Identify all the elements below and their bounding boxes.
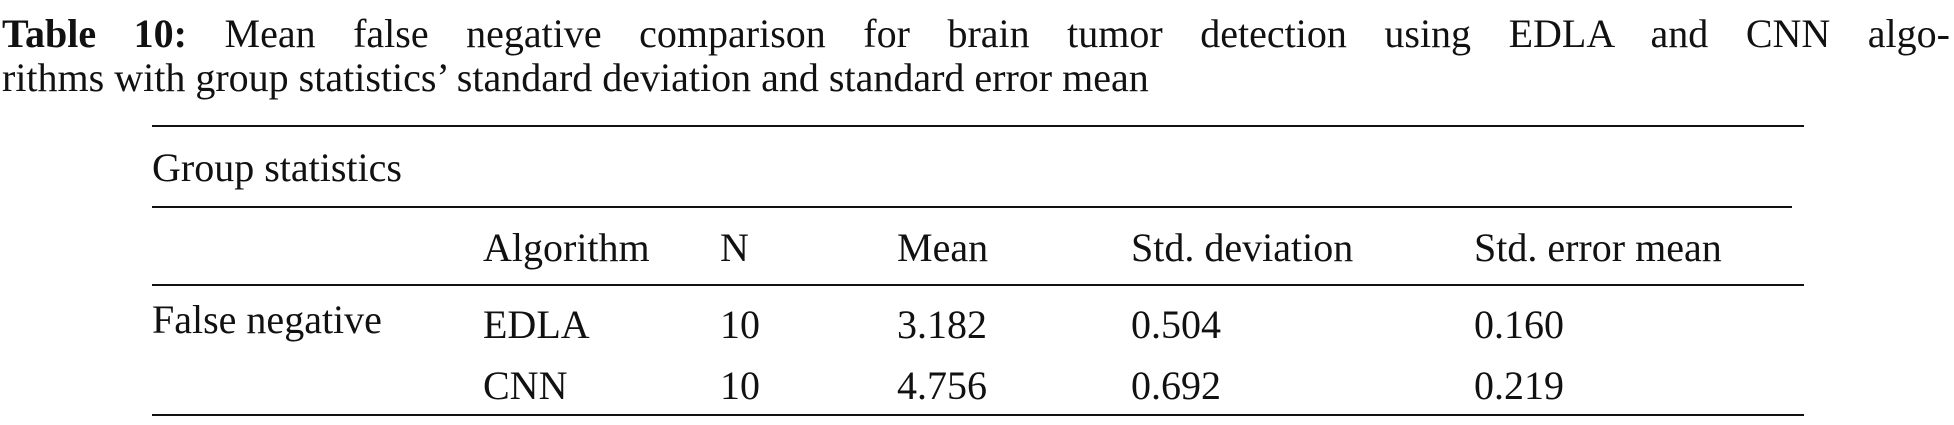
- table-rule: [152, 414, 1804, 416]
- column-header: Std. deviation: [1131, 225, 1354, 270]
- caption-label: Table 10:: [2, 11, 187, 56]
- cell: CNN: [483, 363, 568, 408]
- cell: 0.219: [1474, 363, 1564, 408]
- column-header: N: [720, 225, 749, 270]
- column-header: Algorithm: [483, 225, 650, 270]
- table-rule: [152, 125, 1804, 127]
- row-label: False negative: [152, 297, 382, 342]
- cell: 10: [720, 363, 760, 408]
- caption-text: Mean false negative comparison for brain…: [224, 11, 1950, 56]
- column-header: Mean: [897, 225, 989, 270]
- cell: 0.504: [1131, 302, 1221, 347]
- caption-line: rithms with group statistics’ standard d…: [2, 55, 1149, 100]
- cell: EDLA: [483, 302, 590, 347]
- table-rule: [152, 284, 1804, 286]
- cell: 0.160: [1474, 302, 1564, 347]
- cell: 3.182: [897, 302, 987, 347]
- cell: 10: [720, 302, 760, 347]
- table-rule: [152, 206, 1792, 208]
- caption-line: Table 10: Mean false negative comparison…: [2, 14, 1950, 54]
- column-header: Std. error mean: [1474, 225, 1722, 270]
- cell: 4.756: [897, 363, 987, 408]
- cell: 0.692: [1131, 363, 1221, 408]
- group-label: Group statistics: [152, 145, 402, 190]
